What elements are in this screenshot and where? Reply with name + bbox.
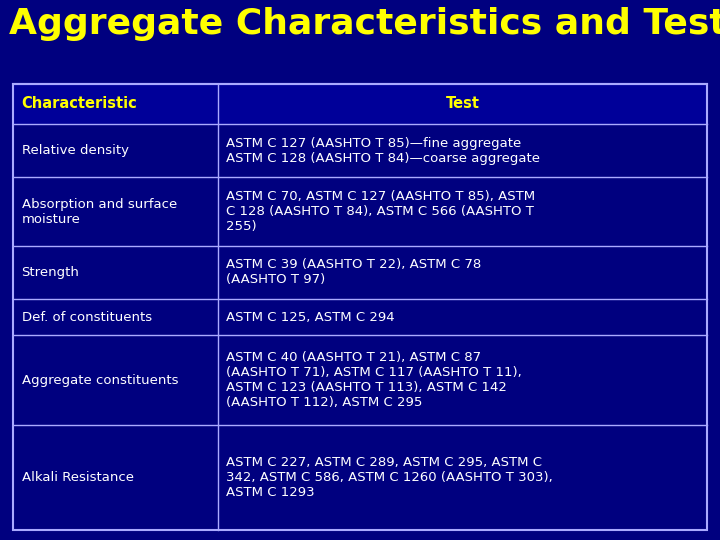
Bar xyxy=(13,299,217,335)
Bar xyxy=(217,84,707,124)
Bar xyxy=(217,299,707,335)
Bar xyxy=(13,425,217,530)
Bar xyxy=(13,124,217,177)
Bar xyxy=(217,335,707,425)
Text: Relative density: Relative density xyxy=(22,144,129,157)
Bar xyxy=(13,177,217,246)
Text: ASTM C 227, ASTM C 289, ASTM C 295, ASTM C
342, ASTM C 586, ASTM C 1260 (AASHTO : ASTM C 227, ASTM C 289, ASTM C 295, ASTM… xyxy=(226,456,553,499)
Text: Alkali Resistance: Alkali Resistance xyxy=(22,471,134,484)
Text: Strength: Strength xyxy=(22,266,79,279)
Bar xyxy=(217,425,707,530)
Text: Aggregate Characteristics and Tests: Aggregate Characteristics and Tests xyxy=(9,8,720,41)
Bar xyxy=(217,177,707,246)
Bar xyxy=(217,246,707,299)
Text: ASTM C 39 (AASHTO T 22), ASTM C 78
(AASHTO T 97): ASTM C 39 (AASHTO T 22), ASTM C 78 (AASH… xyxy=(226,259,482,287)
Text: ASTM C 70, ASTM C 127 (AASHTO T 85), ASTM
C 128 (AASHTO T 84), ASTM C 566 (AASHT: ASTM C 70, ASTM C 127 (AASHTO T 85), AST… xyxy=(226,190,536,233)
Text: ASTM C 125, ASTM C 294: ASTM C 125, ASTM C 294 xyxy=(226,310,395,323)
Text: ASTM C 40 (AASHTO T 21), ASTM C 87
(AASHTO T 71), ASTM C 117 (AASHTO T 11),
ASTM: ASTM C 40 (AASHTO T 21), ASTM C 87 (AASH… xyxy=(226,351,522,409)
Bar xyxy=(13,246,217,299)
Text: Absorption and surface
moisture: Absorption and surface moisture xyxy=(22,198,177,226)
Text: Aggregate constituents: Aggregate constituents xyxy=(22,374,178,387)
Bar xyxy=(13,84,217,124)
Bar xyxy=(13,84,707,530)
Bar xyxy=(13,335,217,425)
Bar xyxy=(217,124,707,177)
Text: Characteristic: Characteristic xyxy=(22,97,138,111)
Text: ASTM C 127 (AASHTO T 85)—fine aggregate
ASTM C 128 (AASHTO T 84)—coarse aggregat: ASTM C 127 (AASHTO T 85)—fine aggregate … xyxy=(226,137,540,165)
Text: Test: Test xyxy=(446,97,480,111)
Text: Def. of constituents: Def. of constituents xyxy=(22,310,152,323)
